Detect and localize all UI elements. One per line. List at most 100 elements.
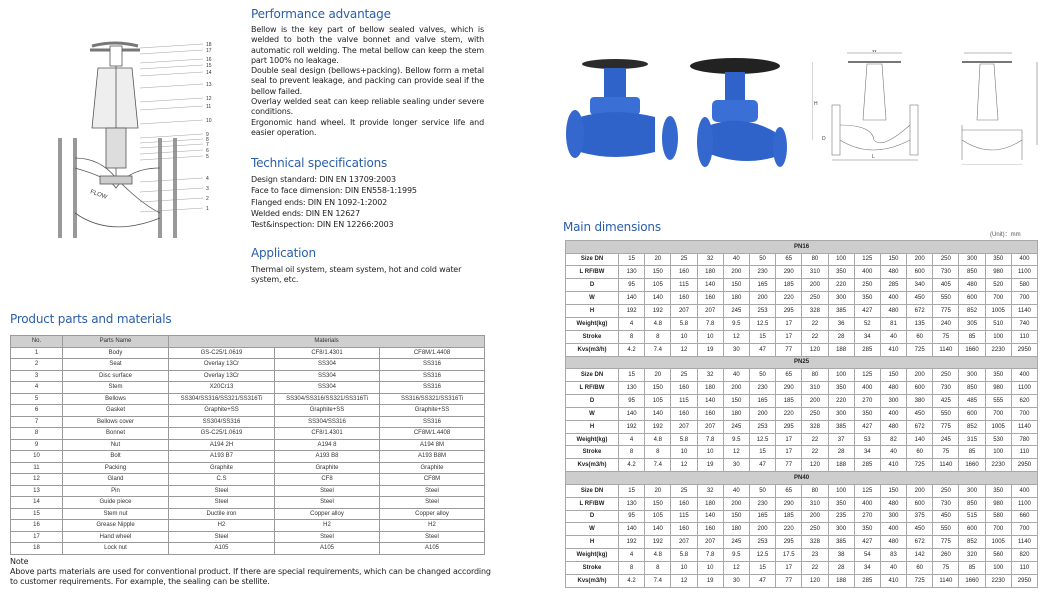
table-cell: 2	[10, 358, 63, 371]
callout-label: 2	[206, 196, 209, 202]
table-cell: 12	[670, 573, 698, 588]
table-cell: 53	[853, 432, 881, 447]
table-row: Stroke 8 8 10 10 12 15 17 22 28 34 40 60 75 85 100 110	[565, 445, 1039, 460]
table-cell: 150	[644, 496, 672, 511]
table-cell: 10	[696, 329, 724, 344]
table-cell: 14	[10, 496, 63, 509]
table-cell: 160	[670, 381, 698, 395]
table-cell: 725	[906, 458, 934, 473]
table-cell: 12.5	[748, 432, 777, 447]
row-label: Weight(kg)	[565, 316, 619, 331]
table-cell: 52	[853, 316, 881, 331]
row-label: Size DN	[565, 252, 619, 267]
table-cell: 700	[1010, 291, 1039, 306]
table-cell: 2230	[984, 573, 1012, 588]
table-cell: 110	[1010, 445, 1039, 460]
table-cell: 85	[958, 561, 986, 575]
row-label: Kvs(m3/h)	[565, 573, 619, 588]
flow-label: FLOW	[89, 189, 108, 201]
table-cell: 192	[617, 304, 646, 318]
table-cell: 1100	[1010, 496, 1039, 511]
parts-table: No. Parts Name Materials 1 Body GS-C25/1.0…	[10, 335, 486, 555]
table-cell: 19	[696, 573, 724, 588]
table-cell: 7.4	[644, 573, 672, 588]
table-cell: SS316	[378, 358, 486, 371]
table-cell: 22	[801, 329, 829, 344]
table-cell: 8	[617, 329, 646, 344]
header-no: No.	[10, 335, 63, 348]
table-cell: 17	[775, 445, 803, 460]
callout-line	[139, 133, 204, 139]
table-cell: 385	[827, 419, 855, 434]
table-cell: 32	[696, 252, 724, 267]
callout-label: 17	[206, 48, 212, 54]
callout-label: 9	[206, 132, 209, 138]
table-cell: 15	[617, 252, 646, 267]
table-cell: 300	[879, 509, 908, 524]
table-cell: 700	[984, 291, 1012, 306]
callout-line	[139, 64, 204, 70]
table-cell: Steel	[378, 496, 486, 509]
table-row: L RF/BW 130 150 160 180 200 230 290 310 350 400 480…	[565, 265, 1039, 280]
callout-label: 4	[206, 176, 209, 182]
table-cell: 20	[644, 368, 672, 383]
table-cell: 200	[801, 278, 829, 293]
table-cell: 95	[617, 278, 646, 293]
table-cell: 7.8	[696, 316, 724, 331]
table-cell: 160	[696, 406, 724, 421]
table-cell: 95	[617, 393, 646, 408]
pressure-class: PN40	[564, 471, 1039, 485]
table-cell: Graphite	[168, 461, 275, 474]
table-cell: 555	[984, 393, 1012, 408]
table-cell: 250	[801, 291, 829, 306]
table-cell: Seat	[62, 358, 169, 371]
table-cell: 4.8	[644, 548, 672, 563]
table-cell: 600	[906, 265, 934, 280]
table-cell: 17	[10, 530, 63, 543]
table-cell: 775	[932, 535, 960, 550]
table-cell: 245	[722, 535, 750, 550]
table-cell: 6	[10, 404, 63, 417]
table-cell: 77	[775, 458, 803, 473]
table-cell: 410	[879, 458, 908, 473]
table-cell: 295	[775, 304, 803, 318]
table-cell: Body	[62, 346, 169, 359]
table-cell: Bellows	[62, 392, 169, 405]
table-cell: Overlay 13Cr	[168, 369, 275, 382]
table-cell: 25	[670, 483, 698, 498]
table-cell: 83	[879, 548, 908, 563]
table-cell: 480	[879, 496, 908, 511]
table-cell: 400	[1010, 252, 1039, 267]
table-cell: 328	[801, 419, 829, 434]
unit-label: (Unit)：mm	[990, 232, 1021, 238]
table-cell: X20Cr13	[168, 381, 275, 394]
table-cell: Stem	[62, 381, 169, 394]
row-label: L RF/BW	[565, 265, 619, 280]
row-label: H	[565, 304, 619, 318]
table-cell: 75	[932, 445, 960, 460]
table-cell: 385	[827, 304, 855, 318]
table-cell: Bonnet	[62, 427, 169, 440]
table-cell: 30	[722, 573, 750, 588]
table-cell: 725	[906, 573, 934, 588]
table-cell: 40	[722, 483, 750, 498]
header-parts-name: Parts Name	[62, 335, 169, 348]
table-cell: 77	[775, 342, 803, 357]
technical-title: Technical specifications	[251, 156, 388, 170]
table-cell: 310	[801, 381, 829, 395]
table-cell: 130	[617, 265, 646, 280]
table-cell: 180	[722, 291, 750, 306]
table-cell: 120	[801, 573, 829, 588]
table-cell: 54	[853, 548, 881, 563]
table-cell: Graphite+SS	[378, 404, 486, 417]
table-cell: 300	[958, 368, 986, 383]
table-cell: 10	[670, 445, 698, 460]
row-label: Kvs(m3/h)	[565, 342, 619, 357]
table-cell: Ductile iron	[168, 507, 275, 520]
table-cell: 150	[879, 368, 908, 383]
row-label: D	[565, 509, 619, 524]
table-cell: 180	[696, 265, 724, 280]
table-cell: 125	[853, 368, 881, 383]
table-cell: 160	[670, 496, 698, 511]
table-row: 18 Lock nut A105 A105 A105	[10, 542, 486, 555]
